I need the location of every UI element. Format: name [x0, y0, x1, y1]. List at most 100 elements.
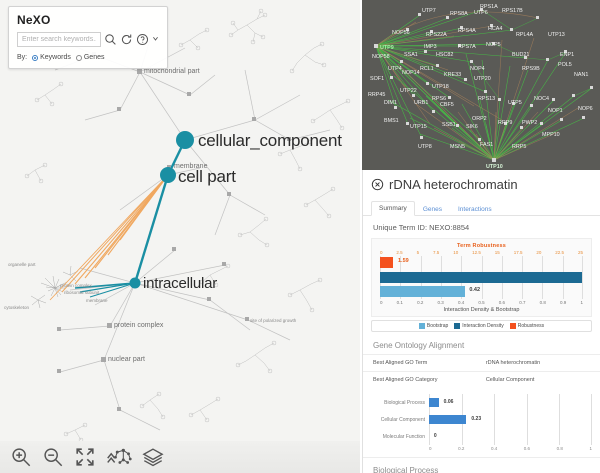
svg-text:UTP13: UTP13 — [548, 32, 565, 38]
legend-item-interaction-density[interactable]: Interaction Density — [454, 323, 504, 329]
svg-text:URB1: URB1 — [414, 100, 428, 106]
node-label-membrane-tiny: membrane — [86, 298, 108, 303]
term-info-panel[interactable]: rDNA heterochromatin Summary Genes Inter… — [362, 170, 600, 473]
tab-interactions[interactable]: Interactions — [457, 206, 492, 213]
go-chart-xaxis: 0 0.2 0.4 0.6 0.8 1 — [371, 446, 592, 451]
legend-item-bootstrap[interactable]: Bootstrap — [418, 323, 448, 329]
node-label-cellular-component: cellular_component — [198, 131, 342, 150]
tick: 22.5 — [555, 250, 565, 255]
bar-interaction-density[interactable] — [380, 271, 583, 283]
legend-swatch-robustness — [509, 323, 516, 329]
tick: 0.4 — [457, 300, 465, 305]
bar-bootstrap[interactable] — [380, 286, 466, 297]
graph-toolbar[interactable] — [0, 441, 360, 473]
tab-summary[interactable]: Summary — [371, 201, 415, 216]
tick: 25 — [577, 250, 583, 255]
bar-robustness[interactable] — [380, 257, 393, 268]
radio-keywords-dot[interactable] — [32, 54, 39, 61]
svg-text:NOP1: NOP1 — [548, 108, 563, 114]
tick: 5 — [416, 250, 420, 255]
help-icon[interactable] — [136, 33, 149, 46]
term-title: rDNA heterochromatin — [389, 177, 518, 192]
ontology-tree-graph[interactable] — [0, 0, 360, 473]
gene-interaction-network[interactable]: UTP9 UTP10 UTP7 RPS8A UTP6 RPS17B NOP56 … — [362, 0, 600, 170]
tree-nodes[interactable] — [57, 52, 291, 411]
zoom-in-icon[interactable] — [10, 446, 32, 468]
tree-leaf-clusters — [24, 8, 351, 443]
gene-network-graph[interactable]: UTP9 UTP10 UTP7 RPS8A UTP6 RPS17B NOP56 … — [362, 0, 600, 170]
info-tabs[interactable]: Summary Genes Interactions — [363, 194, 600, 216]
node-label-intracellular: intracellular — [143, 275, 218, 292]
go-bar-label-molecular-function: Molecular Function — [382, 433, 425, 440]
svg-text:NOP56: NOP56 — [392, 30, 410, 36]
go-value-category: Cellular Component — [485, 377, 535, 383]
radio-genes-dot[interactable] — [75, 54, 82, 61]
ontology-tree-panel[interactable]: cellular_component cell part intracellul… — [0, 0, 360, 473]
go-track-molecular-function: 0 — [429, 428, 593, 445]
go-key-category: Best Aligned GO Category — [373, 377, 438, 383]
svg-text:POL5: POL5 — [558, 62, 572, 68]
svg-text:UTP4: UTP4 — [388, 66, 402, 72]
svg-text:KRE33: KRE33 — [444, 72, 461, 78]
svg-text:NOP6: NOP6 — [578, 106, 593, 112]
svg-text:RPS13: RPS13 — [478, 96, 495, 102]
bar-row-robustness: 1.59 — [380, 256, 583, 269]
search-icon[interactable] — [104, 33, 117, 46]
svg-text:BMS1: BMS1 — [384, 118, 399, 124]
svg-text:UTP10: UTP10 — [486, 164, 503, 170]
layers-icon[interactable] — [142, 446, 164, 468]
node-cell-part[interactable] — [160, 167, 176, 183]
zoom-out-icon[interactable] — [42, 446, 64, 468]
search-input[interactable] — [17, 32, 101, 47]
svg-text:HCA4: HCA4 — [488, 26, 502, 32]
gene-labels: UTP9 UTP10 UTP7 RPS8A UTP6 RPS17B NOP56 … — [368, 4, 593, 170]
term-header: rDNA heterochromatin — [363, 170, 600, 194]
refresh-icon[interactable] — [120, 33, 133, 46]
svg-text:RPS6: RPS6 — [432, 96, 446, 102]
svg-text:UTP22: UTP22 — [400, 88, 417, 94]
svg-text:IMP3: IMP3 — [424, 44, 437, 50]
gene-nodes[interactable] — [374, 8, 593, 162]
svg-text:MSN5: MSN5 — [450, 144, 465, 150]
svg-text:RPS4A: RPS4A — [458, 28, 476, 34]
collapse-tree-icon[interactable] — [106, 446, 132, 468]
svg-text:RRP9: RRP9 — [498, 120, 512, 126]
gene-network-edges — [375, 9, 593, 161]
svg-text:RPS8A: RPS8A — [450, 11, 468, 17]
bar-value-robustness: 1.59 — [397, 258, 409, 264]
svg-text:RPS22A: RPS22A — [426, 32, 447, 38]
tick: 7.5 — [433, 250, 440, 255]
go-row-category: Best Aligned GO Category Cellular Compon… — [363, 371, 600, 388]
radio-genes[interactable]: Genes — [75, 54, 104, 61]
node-cellular-component[interactable] — [176, 131, 194, 149]
go-track-biological-process: 0.06 — [429, 394, 593, 411]
robustness-chart: Term Robustness 0 2.5 5 7.5 10 12.5 15 1… — [371, 238, 592, 317]
svg-text:RCL1: RCL1 — [420, 66, 434, 72]
svg-text:RPS7A: RPS7A — [458, 44, 476, 50]
tab-genes[interactable]: Genes — [422, 206, 442, 213]
radio-keywords[interactable]: Keywords — [32, 54, 71, 61]
svg-text:RPS9B: RPS9B — [522, 66, 540, 72]
svg-text:UTP5: UTP5 — [508, 100, 522, 106]
fit-screen-icon[interactable] — [74, 446, 96, 468]
svg-text:BUD21: BUD21 — [512, 52, 529, 58]
go-bar-label-cellular-component: Cellular Component — [380, 416, 425, 423]
close-circle-icon[interactable] — [371, 178, 384, 191]
bar-row-bootstrap: 0.42 — [380, 285, 583, 298]
svg-text:NAN1: NAN1 — [574, 72, 588, 78]
dense-leaf-cluster — [30, 265, 79, 309]
tick: 1 — [580, 300, 583, 305]
go-bar-row-molecular-function: Molecular Function 0 — [371, 428, 593, 445]
highlighted-nodes[interactable] — [129, 131, 195, 289]
svg-text:HSC82: HSC82 — [436, 52, 453, 58]
svg-text:SSA1: SSA1 — [404, 52, 418, 58]
chevron-down-icon[interactable] — [152, 33, 159, 46]
tick: 0.5 — [478, 300, 485, 305]
unique-term-id: Unique Term ID: NEXO:8854 — [373, 223, 470, 232]
tick: 1 — [589, 446, 592, 451]
svg-text:UTP20: UTP20 — [474, 76, 491, 82]
tick: 0.8 — [539, 300, 546, 305]
search-panel[interactable]: NeXO — [8, 6, 168, 69]
legend-item-robustness[interactable]: Robustness — [509, 323, 544, 329]
node-intracellular[interactable] — [129, 277, 141, 289]
